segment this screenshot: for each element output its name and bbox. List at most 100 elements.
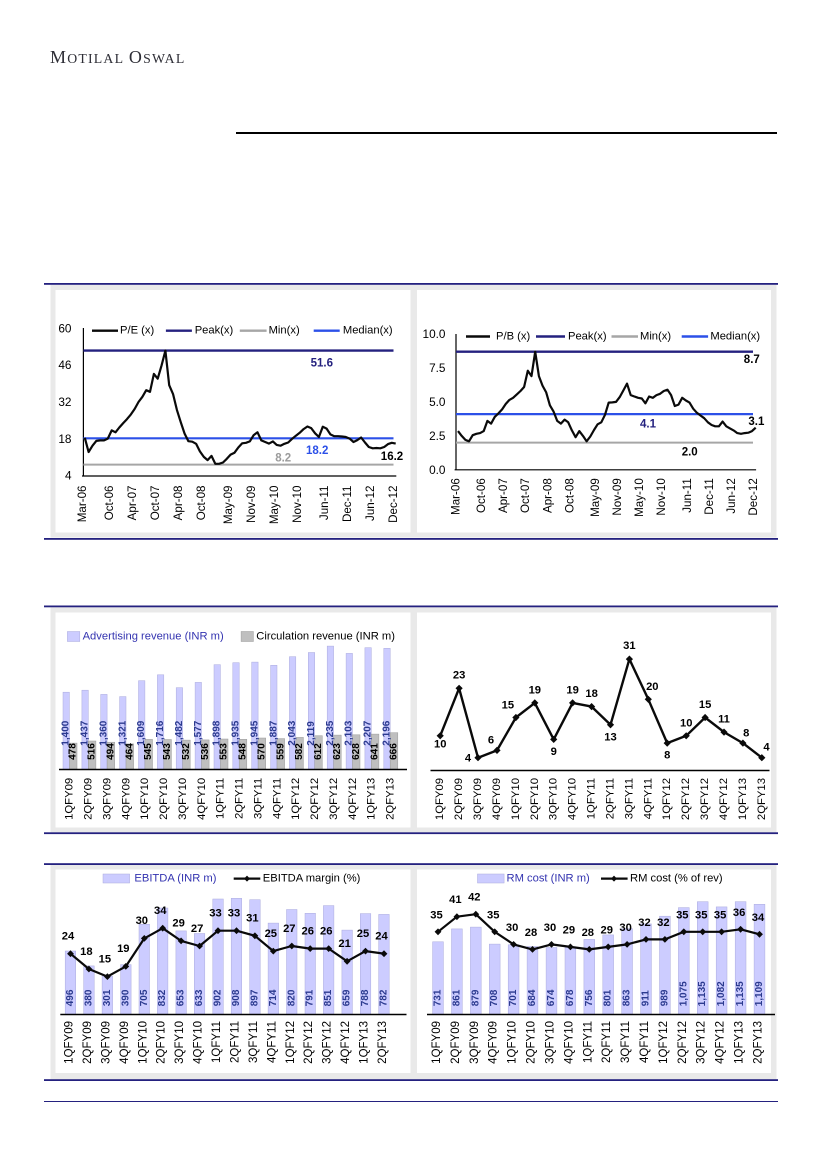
svg-text:3QFY09: 3QFY09 (101, 778, 113, 820)
svg-text:Apr-07: Apr-07 (497, 478, 510, 513)
svg-text:380: 380 (83, 989, 94, 1006)
svg-text:1,437: 1,437 (80, 720, 91, 745)
svg-text:1QFY11: 1QFY11 (215, 778, 227, 819)
svg-text:Nov-09: Nov-09 (245, 486, 258, 523)
svg-text:8.2: 8.2 (275, 452, 291, 464)
svg-text:26: 26 (301, 925, 313, 937)
svg-text:4QFY11: 4QFY11 (642, 778, 654, 819)
svg-text:4QFY12: 4QFY12 (340, 1021, 352, 1064)
svg-text:2QFY12: 2QFY12 (303, 1021, 315, 1064)
svg-text:51.6: 51.6 (311, 358, 333, 370)
svg-text:863: 863 (622, 989, 633, 1006)
svg-text:464: 464 (124, 743, 135, 760)
svg-text:11: 11 (718, 714, 730, 726)
svg-text:1,360: 1,360 (98, 720, 109, 745)
svg-text:3QFY10: 3QFY10 (174, 1021, 186, 1064)
svg-text:23: 23 (453, 669, 465, 681)
svg-text:EBITDA (INR m): EBITDA (INR m) (134, 873, 216, 885)
svg-text:545: 545 (143, 743, 154, 760)
svg-text:559: 559 (275, 743, 286, 760)
svg-text:18.2: 18.2 (306, 445, 328, 457)
svg-text:678: 678 (565, 989, 576, 1006)
svg-text:1,400: 1,400 (61, 720, 72, 745)
svg-text:27: 27 (283, 923, 295, 935)
svg-text:1QFY09: 1QFY09 (434, 778, 446, 820)
svg-text:31: 31 (246, 913, 258, 925)
svg-text:2,196: 2,196 (382, 720, 393, 745)
svg-text:29: 29 (600, 924, 612, 936)
svg-text:714: 714 (268, 989, 279, 1006)
svg-text:1QFY11: 1QFY11 (582, 1021, 594, 1063)
svg-text:659: 659 (342, 989, 353, 1006)
svg-text:1QFY09: 1QFY09 (431, 1021, 443, 1064)
svg-text:496: 496 (65, 989, 76, 1006)
svg-text:10.0: 10.0 (423, 327, 446, 341)
svg-text:RM cost (INR m): RM cost (INR m) (507, 873, 591, 885)
svg-text:4QFY11: 4QFY11 (639, 1021, 651, 1063)
svg-text:Peak(x): Peak(x) (568, 331, 607, 343)
svg-text:2QFY09: 2QFY09 (450, 1021, 462, 1064)
svg-text:4: 4 (65, 469, 72, 483)
svg-text:2QFY11: 2QFY11 (605, 778, 617, 819)
svg-text:1QFY13: 1QFY13 (737, 778, 749, 820)
svg-text:4QFY09: 4QFY09 (491, 778, 503, 820)
svg-text:1,609: 1,609 (136, 720, 147, 745)
svg-text:7.5: 7.5 (429, 361, 446, 375)
svg-text:May-10: May-10 (633, 478, 646, 517)
svg-text:18: 18 (585, 688, 597, 700)
svg-text:10: 10 (434, 738, 446, 750)
svg-text:1QFY10: 1QFY10 (507, 1021, 519, 1064)
svg-text:902: 902 (213, 989, 224, 1006)
svg-text:641: 641 (370, 743, 381, 760)
svg-text:9: 9 (551, 746, 557, 758)
svg-text:2QFY11: 2QFY11 (601, 1021, 613, 1063)
svg-text:1QFY10: 1QFY10 (510, 778, 522, 820)
svg-text:684: 684 (527, 989, 538, 1006)
svg-text:8: 8 (743, 728, 749, 740)
svg-text:2QFY09: 2QFY09 (453, 778, 465, 820)
svg-text:4QFY11: 4QFY11 (266, 1021, 278, 1063)
svg-text:24: 24 (375, 931, 388, 943)
svg-text:18: 18 (80, 946, 92, 958)
svg-text:2QFY11: 2QFY11 (230, 1021, 242, 1063)
svg-text:26: 26 (320, 925, 332, 937)
svg-text:P/B (x): P/B (x) (496, 331, 530, 343)
svg-text:2,043: 2,043 (287, 720, 298, 745)
svg-text:Nov-10: Nov-10 (291, 486, 304, 523)
svg-text:15: 15 (99, 953, 111, 965)
svg-text:1QFY13: 1QFY13 (734, 1021, 746, 1064)
svg-text:2QFY10: 2QFY10 (526, 1021, 538, 1064)
svg-text:1QFY10: 1QFY10 (137, 1021, 149, 1064)
svg-text:782: 782 (379, 989, 390, 1006)
svg-text:2QFY09: 2QFY09 (82, 1021, 94, 1064)
svg-text:35: 35 (430, 909, 442, 921)
svg-text:32: 32 (638, 917, 650, 929)
svg-text:2.0: 2.0 (682, 446, 698, 458)
svg-text:1,082: 1,082 (716, 981, 727, 1006)
svg-text:Circulation revenue (INR m): Circulation revenue (INR m) (256, 631, 395, 643)
svg-text:548: 548 (238, 743, 249, 760)
svg-text:34: 34 (154, 905, 167, 917)
svg-text:Nov-10: Nov-10 (655, 478, 668, 515)
svg-text:2QFY13: 2QFY13 (385, 778, 397, 820)
svg-text:Median(x): Median(x) (343, 325, 393, 337)
svg-text:35: 35 (714, 909, 726, 921)
svg-text:EBITDA margin (%): EBITDA margin (%) (263, 873, 361, 885)
svg-text:1QFY12: 1QFY12 (290, 778, 302, 820)
svg-text:24: 24 (62, 931, 75, 943)
svg-text:36: 36 (733, 907, 745, 919)
svg-text:Nov-09: Nov-09 (611, 478, 624, 515)
svg-text:Dec-11: Dec-11 (703, 478, 716, 515)
svg-text:4QFY09: 4QFY09 (119, 1021, 131, 1064)
svg-text:20: 20 (646, 681, 658, 693)
svg-text:Oct-07: Oct-07 (519, 478, 532, 513)
svg-text:19: 19 (529, 684, 541, 696)
svg-text:6: 6 (488, 734, 494, 746)
svg-text:3QFY11: 3QFY11 (252, 778, 264, 819)
svg-text:30: 30 (506, 922, 518, 934)
svg-text:623: 623 (332, 743, 343, 760)
svg-text:653: 653 (176, 989, 187, 1006)
svg-text:Jun-12: Jun-12 (364, 486, 377, 521)
svg-text:628: 628 (351, 743, 362, 760)
svg-text:1,135: 1,135 (735, 981, 746, 1006)
